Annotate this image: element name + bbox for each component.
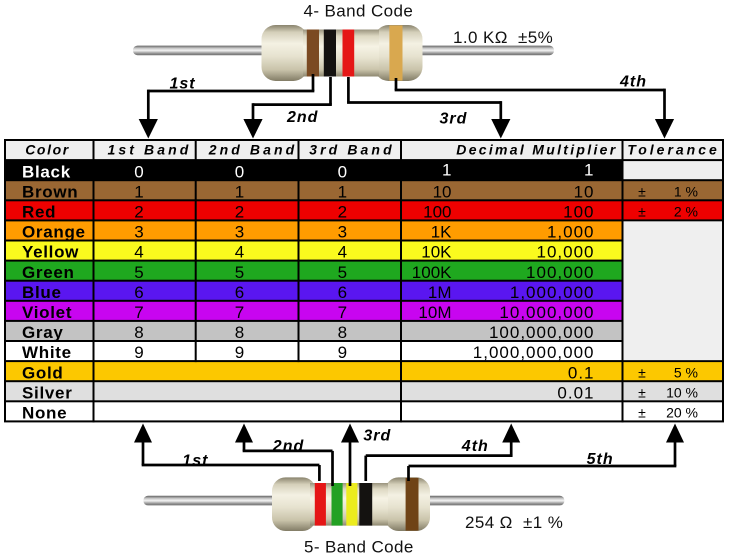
svg-text:2nd: 2nd	[272, 438, 305, 455]
svg-text:Violet: Violet	[22, 303, 72, 322]
svg-text:Brown: Brown	[22, 182, 78, 201]
svg-text:10 %: 10 %	[666, 384, 698, 400]
svg-text:Yellow: Yellow	[22, 243, 79, 262]
svg-text:1st: 1st	[170, 76, 196, 93]
svg-text:4: 4	[134, 243, 143, 262]
svg-text:9: 9	[338, 343, 347, 362]
svg-text:5 %: 5 %	[674, 364, 698, 380]
svg-text:10: 10	[433, 182, 452, 201]
svg-text:Silver: Silver	[22, 383, 73, 402]
svg-text:1.0 KΩ ±5%: 1.0 KΩ ±5%	[453, 28, 553, 47]
svg-text:1,000: 1,000	[547, 223, 595, 242]
svg-text:1,000,000: 1,000,000	[510, 283, 595, 302]
svg-text:10: 10	[574, 182, 595, 201]
svg-text:5: 5	[338, 263, 347, 282]
svg-text:2 %: 2 %	[674, 204, 698, 220]
svg-text:3: 3	[338, 223, 347, 242]
svg-text:±: ±	[638, 204, 646, 220]
svg-text:2: 2	[235, 203, 244, 222]
svg-text:6: 6	[134, 283, 143, 302]
svg-text:100: 100	[563, 203, 594, 222]
svg-text:Tolerance: Tolerance	[627, 142, 720, 158]
svg-text:10,000: 10,000	[537, 243, 595, 262]
svg-text:Black: Black	[22, 162, 71, 181]
svg-text:1: 1	[338, 182, 347, 201]
svg-text:100K: 100K	[412, 263, 452, 282]
svg-text:0: 0	[134, 162, 143, 181]
svg-text:Orange: Orange	[22, 223, 86, 242]
svg-text:7: 7	[235, 303, 244, 322]
svg-text:10,000,000: 10,000,000	[499, 303, 594, 322]
svg-text:1 %: 1 %	[674, 183, 698, 199]
svg-text:Blue: Blue	[22, 283, 62, 302]
svg-text:5: 5	[235, 263, 244, 282]
svg-text:3rd: 3rd	[440, 111, 468, 128]
svg-text:100,000,000: 100,000,000	[489, 323, 595, 342]
svg-text:1: 1	[235, 182, 244, 201]
svg-text:1M: 1M	[428, 283, 452, 302]
svg-text:9: 9	[134, 343, 143, 362]
svg-text:3rd: 3rd	[363, 428, 391, 445]
svg-text:3: 3	[134, 223, 143, 242]
svg-text:7: 7	[134, 303, 143, 322]
svg-text:254 Ω ±1 %: 254 Ω ±1 %	[465, 513, 563, 532]
svg-text:20 %: 20 %	[666, 405, 698, 421]
svg-text:8: 8	[134, 323, 143, 342]
svg-text:4- Band Code: 4- Band Code	[304, 2, 414, 21]
svg-text:Color: Color	[25, 142, 70, 158]
svg-text:3: 3	[235, 223, 244, 242]
svg-text:5- Band Code: 5- Band Code	[304, 538, 414, 557]
svg-text:10K: 10K	[421, 243, 452, 262]
svg-text:8: 8	[338, 323, 347, 342]
svg-text:4: 4	[235, 243, 244, 262]
svg-text:6: 6	[235, 283, 244, 302]
svg-text:±: ±	[638, 364, 646, 380]
svg-text:7: 7	[338, 303, 347, 322]
svg-text:1,000,000,000: 1,000,000,000	[473, 343, 595, 362]
svg-text:100: 100	[423, 203, 451, 222]
svg-text:5: 5	[134, 263, 143, 282]
svg-text:5th: 5th	[587, 451, 614, 468]
svg-text:0.1: 0.1	[568, 363, 595, 382]
svg-text:3rd Band: 3rd Band	[309, 142, 394, 158]
svg-text:1: 1	[134, 182, 143, 201]
svg-text:0: 0	[338, 162, 347, 181]
svg-text:2nd Band: 2nd Band	[208, 142, 298, 158]
svg-text:±: ±	[638, 405, 646, 421]
svg-text:10M: 10M	[418, 303, 451, 322]
svg-text:0: 0	[235, 162, 244, 181]
svg-text:1K: 1K	[431, 223, 452, 242]
svg-text:±: ±	[638, 384, 646, 400]
svg-text:2: 2	[134, 203, 143, 222]
svg-text:1st: 1st	[182, 452, 208, 469]
svg-text:None: None	[22, 404, 67, 423]
svg-text:1: 1	[584, 160, 594, 179]
svg-text:±: ±	[638, 183, 646, 199]
svg-text:Decimal Multiplier: Decimal Multiplier	[456, 142, 617, 158]
svg-text:100,000: 100,000	[526, 263, 594, 282]
svg-text:White: White	[22, 343, 72, 362]
svg-text:2: 2	[338, 203, 347, 222]
svg-text:8: 8	[235, 323, 244, 342]
svg-text:Gold: Gold	[22, 363, 64, 382]
svg-text:9: 9	[235, 343, 244, 362]
svg-text:1: 1	[442, 160, 451, 179]
svg-text:Red: Red	[22, 203, 56, 222]
svg-text:4th: 4th	[619, 73, 647, 90]
svg-text:6: 6	[338, 283, 347, 302]
svg-text:Green: Green	[22, 263, 75, 282]
svg-text:Gray: Gray	[22, 323, 64, 342]
svg-text:1st Band: 1st Band	[108, 142, 192, 158]
svg-text:4th: 4th	[461, 438, 489, 455]
svg-text:4: 4	[338, 243, 347, 262]
svg-text:2nd: 2nd	[286, 109, 319, 126]
svg-text:0.01: 0.01	[557, 383, 594, 402]
